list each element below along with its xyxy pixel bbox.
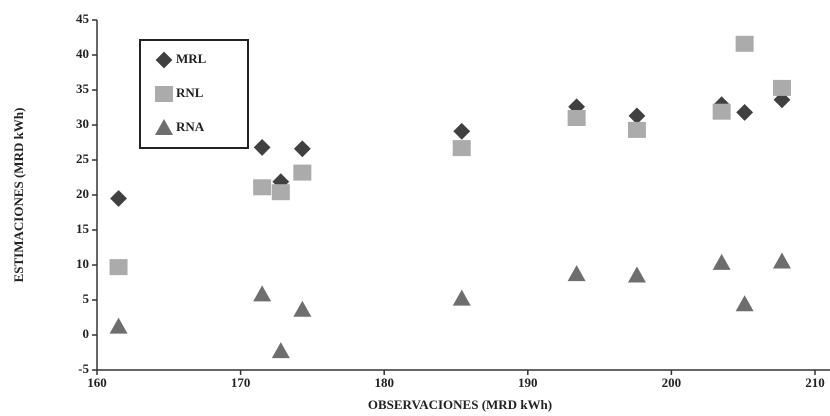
y-tick-label: 20 [76,186,89,201]
marker-square [772,79,791,96]
marker-diamond [293,140,311,158]
x-axis-label: OBSERVACIONES (MRD kWh) [368,397,552,412]
x-tick-label: 170 [231,375,251,390]
x-tick-label: 190 [518,375,538,390]
marker-square [253,179,272,196]
marker-triangle [155,119,173,135]
marker-square [109,259,128,276]
marker-triangle [735,295,754,312]
y-tick-label: 5 [83,291,90,306]
marker-triangle [109,317,128,334]
marker-square [452,140,471,157]
x-tick-label: 180 [374,375,394,390]
marker-square [712,103,731,120]
marker-square [293,164,312,181]
marker-diamond [773,91,791,109]
y-tick-label: 35 [76,81,90,96]
legend-label: RNL [176,85,204,100]
marker-diamond [628,107,646,125]
marker-triangle [293,300,312,317]
marker-triangle [712,253,731,270]
marker-diamond [736,103,754,121]
y-tick-label: 25 [76,151,90,166]
y-tick-label: 30 [76,116,89,131]
marker-diamond [110,190,127,207]
marker-triangle [253,285,272,302]
marker-square [735,35,754,52]
marker-triangle [271,342,290,359]
y-axis-label: ESTIMACIONES (MRD kWh) [11,108,26,283]
y-tick-label: 40 [76,46,89,61]
y-tick-label: 15 [76,221,90,236]
marker-triangle [627,266,646,283]
marker-diamond [155,51,173,69]
y-tick-label: 10 [76,256,89,271]
marker-triangle [567,265,586,282]
marker-square [567,110,586,126]
marker-triangle [452,289,471,306]
marker-triangle [772,252,791,269]
y-tick-label: 0 [83,326,90,341]
marker-diamond [253,138,271,156]
y-tick-label: 45 [76,11,90,26]
x-tick-label: 210 [805,375,825,390]
x-tick-label: 160 [87,375,107,390]
marker-diamond [453,122,471,140]
x-tick-label: 200 [662,375,682,390]
marker-square [271,184,290,201]
marker-square [155,86,173,102]
marker-square [627,121,646,138]
legend-label: RNA [176,119,205,134]
y-tick-label: -5 [78,361,89,376]
legend-label: MRL [176,51,207,66]
